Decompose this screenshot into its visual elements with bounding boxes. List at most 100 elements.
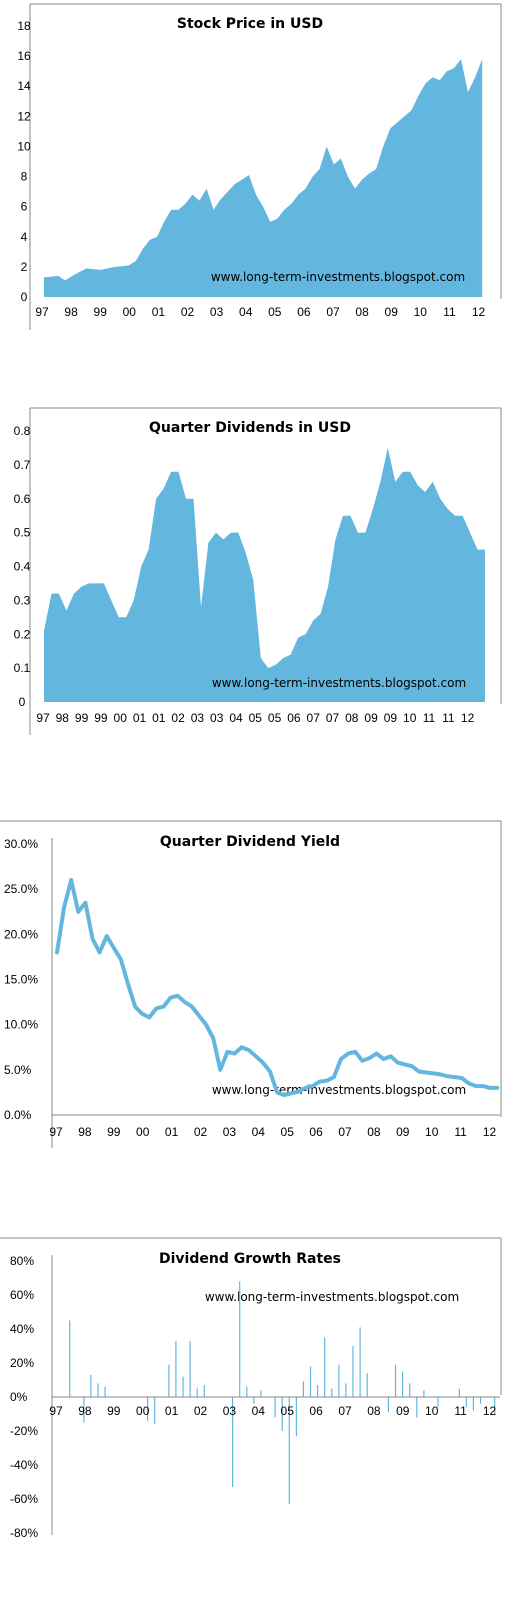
y-tick-label: 20% xyxy=(10,1356,34,1370)
watermark: www.long-term-investments.blogspot.com xyxy=(211,270,465,284)
y-tick-label: 0 xyxy=(21,290,28,304)
y-tick-label: 0% xyxy=(10,1390,28,1404)
y-tick-label: 0.5 xyxy=(14,526,31,540)
x-tick-label: 11 xyxy=(423,711,436,725)
x-tick-label: 04 xyxy=(229,711,243,725)
x-tick-label: 08 xyxy=(367,1404,381,1418)
quarter-dividends-area-chart: Quarter Dividends in USD www.long-term-i… xyxy=(14,407,502,735)
x-tick-label: 09 xyxy=(385,305,399,319)
x-tick-label: 11 xyxy=(454,1404,467,1418)
x-tick-label: 10 xyxy=(425,1404,439,1418)
x-tick-label: 08 xyxy=(367,1125,381,1139)
x-tick-label: 99 xyxy=(75,711,89,725)
bar xyxy=(182,1376,184,1397)
x-tick-label: 06 xyxy=(309,1125,323,1139)
bar xyxy=(416,1397,418,1418)
bar xyxy=(154,1397,156,1425)
x-tick-label: 02 xyxy=(181,305,195,319)
y-tick-label: 80% xyxy=(10,1254,34,1268)
bar xyxy=(246,1386,248,1397)
x-tick-label: 10 xyxy=(425,1125,439,1139)
chart-title: Dividend Growth Rates xyxy=(159,1251,341,1267)
y-tick-label: 40% xyxy=(10,1322,34,1336)
x-tick-label: 07 xyxy=(338,1125,352,1139)
x-tick-label: 01 xyxy=(133,711,147,725)
chart-quarter-dividends: Quarter Dividends in USD www.long-term-i… xyxy=(0,405,513,735)
x-tick-label: 11 xyxy=(442,711,455,725)
bar xyxy=(317,1385,319,1397)
y-tick-label: 10 xyxy=(17,139,31,153)
y-tick-label: 0.2 xyxy=(14,627,31,641)
bar xyxy=(274,1397,276,1418)
x-tick-label: 00 xyxy=(123,305,137,319)
stock-price-area-chart: Stock Price in USD www.long-term-investm… xyxy=(17,3,502,330)
x-tick-label: 07 xyxy=(326,305,340,319)
y-tick-label: 18 xyxy=(17,19,31,33)
x-tick-label: 08 xyxy=(345,711,359,725)
chart-stock-price: Stock Price in USD www.long-term-investm… xyxy=(0,0,513,330)
x-tick-label: 01 xyxy=(152,305,166,319)
bar xyxy=(147,1397,149,1421)
bar xyxy=(402,1371,404,1397)
y-tick-label: 30.0% xyxy=(4,837,38,851)
y-tick-label: 0.7 xyxy=(14,458,31,472)
bar xyxy=(324,1337,326,1397)
x-tick-label: 06 xyxy=(309,1404,323,1418)
x-tick-label: 98 xyxy=(56,711,70,725)
bar xyxy=(331,1388,333,1397)
x-tick-label: 05 xyxy=(281,1125,295,1139)
bar xyxy=(239,1281,241,1397)
bar xyxy=(168,1364,170,1397)
x-tick-label: 11 xyxy=(454,1125,467,1139)
chart-title: Quarter Dividend Yield xyxy=(160,834,340,850)
watermark: www.long-term-investments.blogspot.com xyxy=(205,1290,459,1304)
series-area-stock-price xyxy=(44,59,483,297)
bar xyxy=(203,1385,205,1397)
x-tick-label: 07 xyxy=(338,1404,352,1418)
x-tick-label: 06 xyxy=(287,711,301,725)
x-tick-label: 11 xyxy=(443,305,456,319)
chart-dividend-yield: Quarter Dividend Yield www.long-term-inv… xyxy=(0,818,513,1148)
bar xyxy=(359,1327,361,1397)
x-tick-label: 02 xyxy=(194,1404,208,1418)
y-tick-label: 16 xyxy=(17,49,31,63)
y-tick-label: 8 xyxy=(21,170,28,184)
bar xyxy=(366,1373,368,1397)
series-line-dividend-yield xyxy=(55,878,500,1098)
x-tick-label: 12 xyxy=(472,305,486,319)
y-tick-label: 12 xyxy=(17,109,31,123)
y-tick-label: -20% xyxy=(10,1424,38,1438)
bar xyxy=(387,1397,389,1413)
x-tick-label: 09 xyxy=(396,1125,410,1139)
y-tick-label: 0.1 xyxy=(14,661,31,675)
y-tick-label: 2 xyxy=(21,260,28,274)
x-tick-label: 99 xyxy=(94,711,108,725)
x-tick-label: 12 xyxy=(461,711,475,725)
x-tick-label: 03 xyxy=(210,305,224,319)
x-tick-label: 04 xyxy=(252,1125,266,1139)
x-tick-label: 10 xyxy=(414,305,428,319)
bar xyxy=(338,1364,340,1397)
bar xyxy=(260,1390,262,1397)
bar xyxy=(288,1397,290,1505)
dividend-yield-line-chart: Quarter Dividend Yield www.long-term-inv… xyxy=(0,820,502,1148)
chart-title: Quarter Dividends in USD xyxy=(149,420,351,436)
x-tick-label: 02 xyxy=(171,711,185,725)
x-tick-label: 99 xyxy=(107,1125,121,1139)
bar xyxy=(253,1397,255,1404)
bar xyxy=(479,1397,482,1404)
bar xyxy=(472,1397,474,1411)
bar xyxy=(494,1397,496,1414)
chart-title: Stock Price in USD xyxy=(177,16,323,32)
bar xyxy=(281,1397,283,1431)
x-tick-label: 12 xyxy=(483,1125,497,1139)
x-tick-label: 09 xyxy=(396,1404,410,1418)
bar xyxy=(302,1381,304,1397)
x-tick-label: 03 xyxy=(223,1125,237,1139)
x-tick-label: 07 xyxy=(307,711,321,725)
y-tick-label: 10.0% xyxy=(4,1018,38,1032)
y-tick-label: 0.3 xyxy=(14,593,31,607)
y-tick-label: 0 xyxy=(19,695,26,709)
y-tick-label: -60% xyxy=(10,1492,38,1506)
bar xyxy=(69,1320,71,1397)
